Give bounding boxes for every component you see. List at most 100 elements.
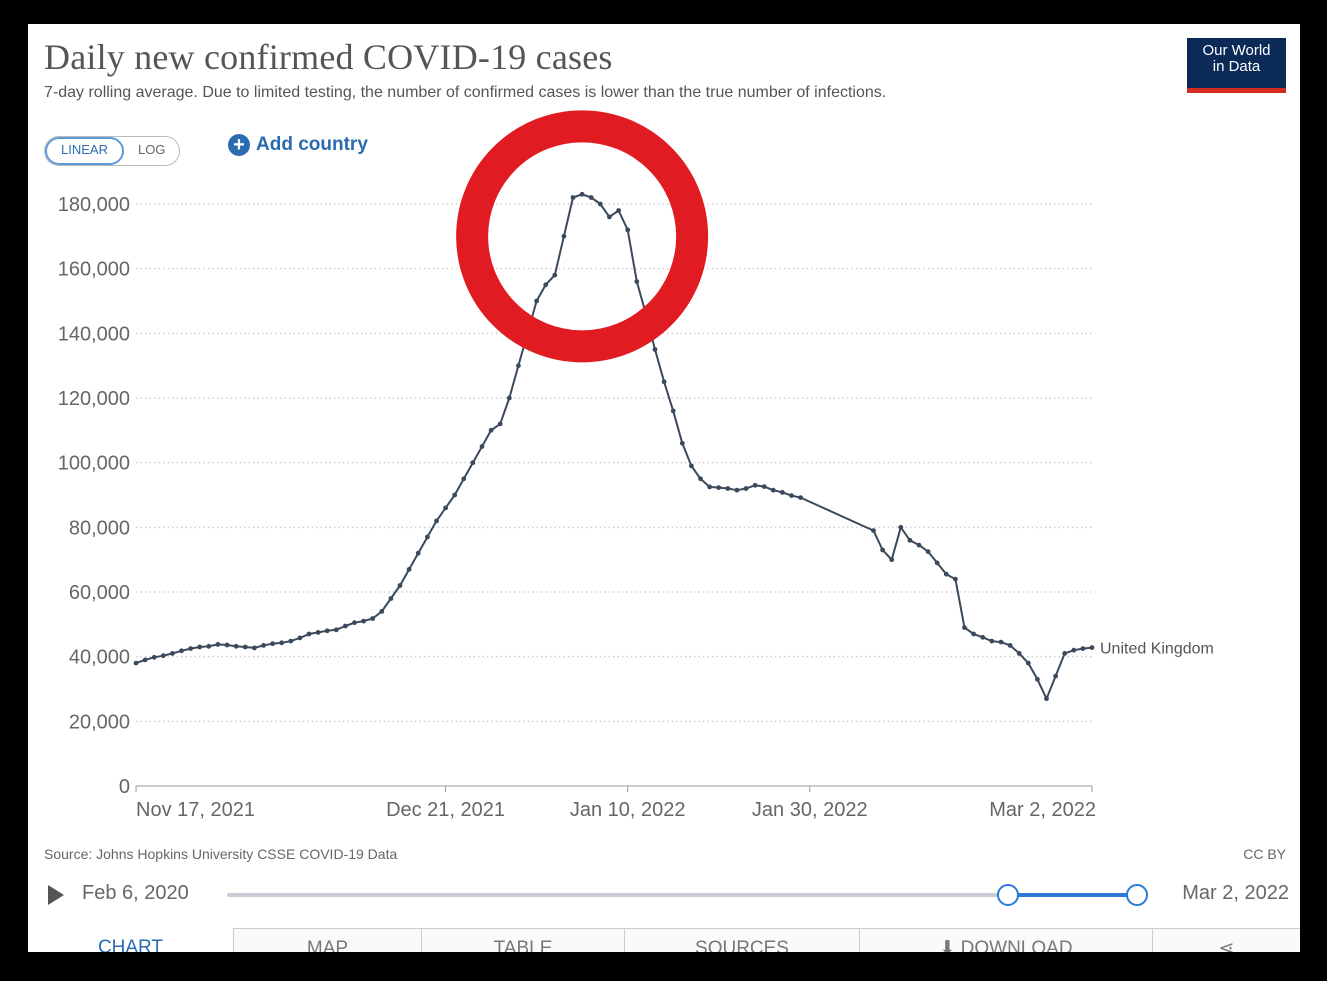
tab-chart[interactable]: CHART	[28, 928, 233, 952]
data-point	[934, 560, 940, 566]
data-point	[415, 550, 421, 556]
tab-sources[interactable]: SOURCES	[624, 928, 859, 952]
data-point	[306, 631, 312, 637]
data-point	[497, 421, 503, 427]
grid-layer	[136, 203, 1092, 723]
timeline-end-date: Mar 2, 2022	[1182, 882, 1289, 904]
data-point	[1071, 647, 1077, 653]
timeline-start-handle[interactable]	[996, 884, 1019, 906]
timeline: Feb 6, 2020 Mar 2, 2022	[44, 880, 1289, 910]
add-country-button[interactable]: + Add country	[228, 134, 368, 156]
data-point	[160, 653, 166, 659]
chart-panel: Daily new confirmed COVID-19 cases 7-day…	[28, 24, 1300, 952]
data-point	[425, 534, 430, 540]
y-tick-label: 0	[119, 776, 130, 798]
timeline-start-date: Feb 6, 2020	[82, 882, 189, 904]
plus-circle-icon: +	[228, 134, 250, 156]
data-point	[634, 279, 640, 284]
data-point	[780, 490, 785, 495]
data-point	[215, 642, 221, 647]
log-scale-button[interactable]: LOG	[137, 142, 166, 157]
tab-download[interactable]: ⬇ DOWNLOAD	[859, 928, 1152, 952]
play-icon[interactable]	[48, 885, 64, 905]
x-tick-label: Mar 2, 2022	[989, 799, 1096, 821]
data-point	[297, 635, 303, 641]
data-point	[561, 233, 567, 239]
data-point	[707, 484, 712, 490]
data-point	[352, 620, 357, 626]
tab-table[interactable]: TABLE	[421, 928, 624, 952]
owid-logo[interactable]: Our World in Data	[1187, 38, 1286, 93]
data-point	[534, 298, 539, 304]
annotation-layer	[456, 110, 709, 363]
source-note: Source: Johns Hopkins University CSSE CO…	[44, 846, 398, 862]
data-point	[616, 208, 621, 213]
data-point	[488, 427, 494, 433]
data-point	[789, 493, 794, 498]
linear-scale-button[interactable]: LINEAR	[45, 137, 124, 165]
tab-map[interactable]: MAP	[233, 928, 421, 952]
data-point	[798, 495, 803, 500]
data-point	[151, 654, 157, 660]
data-point	[552, 272, 558, 278]
data-point	[233, 643, 239, 649]
data-point	[343, 623, 348, 629]
data-point	[279, 640, 285, 646]
data-point	[607, 214, 612, 220]
data-point	[543, 282, 549, 288]
x-tick-label: Jan 30, 2022	[752, 799, 868, 821]
x-tick-label: Nov 17, 2021	[136, 799, 255, 821]
data-point	[943, 571, 949, 577]
y-tick-label: 20,000	[69, 711, 130, 733]
timeline-track[interactable]	[227, 884, 1148, 906]
data-point	[270, 641, 275, 647]
data-point	[252, 645, 257, 651]
data-point	[698, 476, 703, 482]
data-point	[743, 486, 749, 491]
data-point	[197, 644, 203, 650]
data-point	[579, 191, 585, 197]
data-point	[925, 549, 931, 554]
data-point	[133, 660, 139, 666]
data-point	[324, 628, 330, 634]
series-line-united-kingdom	[135, 193, 1093, 700]
data-point	[1053, 673, 1058, 679]
series-layer: United Kingdom	[133, 191, 1214, 702]
data-point	[516, 363, 521, 369]
data-point	[506, 395, 512, 401]
highlight-circle	[456, 110, 709, 363]
data-point	[734, 487, 740, 493]
data-point	[989, 638, 995, 644]
data-point	[388, 596, 394, 601]
data-point	[670, 408, 676, 414]
data-point	[224, 642, 230, 648]
x-tick-label: Jan 10, 2022	[570, 799, 686, 821]
data-point	[998, 639, 1004, 645]
data-point	[370, 616, 376, 621]
data-point	[916, 542, 922, 548]
axis-layer: 0 20,000 40,000 60,000 80,000 100,000 120,000 1…	[58, 194, 1096, 821]
data-point	[761, 484, 767, 489]
data-point	[443, 505, 448, 511]
data-point	[625, 227, 631, 233]
data-point	[361, 618, 366, 624]
data-point	[288, 638, 294, 644]
data-point	[597, 201, 603, 207]
data-point	[1044, 696, 1049, 702]
chart-subtitle: 7-day rolling average. Due to limited te…	[44, 84, 887, 101]
y-tick-label: 120,000	[58, 388, 130, 410]
data-point	[188, 646, 194, 651]
data-point	[1007, 643, 1013, 648]
data-point	[461, 476, 467, 482]
data-point	[1089, 645, 1095, 650]
add-country-label: Add country	[256, 134, 368, 155]
data-point	[752, 482, 758, 488]
tab-share[interactable]: ⋖	[1152, 928, 1300, 952]
timeline-end-handle[interactable]	[1126, 884, 1148, 906]
data-point	[1035, 676, 1040, 682]
y-tick-label: 160,000	[58, 259, 130, 281]
chart-title: Daily new confirmed COVID-19 cases	[44, 37, 613, 77]
data-point	[889, 557, 895, 563]
license-link[interactable]: CC BY	[1243, 846, 1286, 862]
x-tick-label: Dec 21, 2021	[386, 799, 505, 821]
